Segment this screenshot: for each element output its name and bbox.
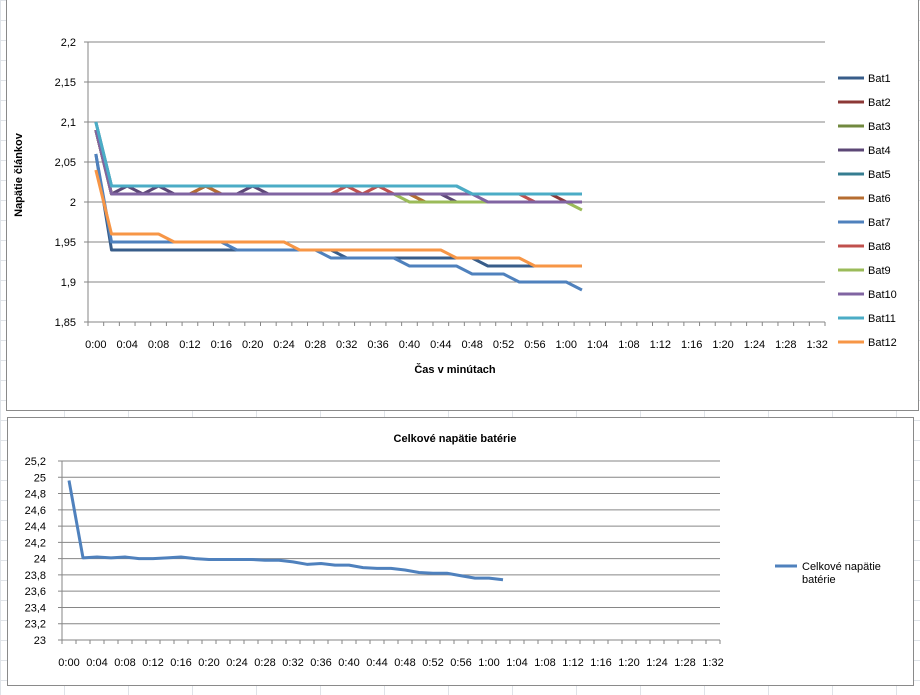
legend-label: Bat1 bbox=[868, 73, 891, 85]
chart2-x-tick-label: 1:20 bbox=[618, 657, 639, 669]
chart2-y-tick-label: 24,2 bbox=[25, 537, 46, 549]
chart2-x-tick-label: 1:12 bbox=[562, 657, 583, 669]
chart2-x-tick-label: 0:16 bbox=[170, 657, 191, 669]
chart1-y-tick-label: 2 bbox=[70, 197, 76, 209]
chart1-x-tick-label: 1:08 bbox=[618, 339, 639, 351]
chart1-x-tick-label: 1:00 bbox=[556, 339, 577, 351]
chart2-y-tick-label: 23,6 bbox=[25, 586, 46, 598]
chart1-x-tick-label: 0:56 bbox=[524, 339, 545, 351]
chart1-y-tick-label: 2,2 bbox=[61, 37, 76, 49]
chart2-x-tick-label: 0:40 bbox=[338, 657, 359, 669]
chart1-x-tick-label: 0:36 bbox=[367, 339, 388, 351]
legend-label: Celkové napätie bbox=[802, 561, 881, 573]
chart1-series-line-bat12 bbox=[94, 169, 582, 268]
chart1-y-tick-label: 2,15 bbox=[55, 77, 76, 89]
chart1-x-tick-label: 1:24 bbox=[744, 339, 765, 351]
legend-label: Bat7 bbox=[868, 217, 891, 229]
chart2-x-tick-label: 1:28 bbox=[674, 657, 695, 669]
chart2-x-tick-label: 1:08 bbox=[534, 657, 555, 669]
chart2-x-tick-label: 0:36 bbox=[310, 657, 331, 669]
legend-label: Bat5 bbox=[868, 169, 891, 181]
chart2-x-tick-label: 0:24 bbox=[226, 657, 247, 669]
chart1-x-tick-label: 0:48 bbox=[461, 339, 482, 351]
chart2-x-tick-label: 0:04 bbox=[86, 657, 107, 669]
chart1-series-line-bat5 bbox=[94, 121, 582, 196]
chart1-x-tick-label: 1:12 bbox=[650, 339, 671, 351]
chart1-series-line-bat11 bbox=[94, 121, 582, 196]
chart2-x-tick-label: 0:32 bbox=[282, 657, 303, 669]
chart2-y-tick-label: 24,8 bbox=[25, 489, 46, 501]
chart2-x-tick-label: 0:52 bbox=[422, 657, 443, 669]
chart2-x-tick-label: 1:24 bbox=[646, 657, 667, 669]
chart2-x-tick-label: 1:32 bbox=[702, 657, 723, 669]
chart1-series-line-bat1 bbox=[94, 153, 582, 268]
chart1-x-tick-label: 0:12 bbox=[179, 339, 200, 351]
chart2-x-tick-label: 0:44 bbox=[366, 657, 387, 669]
legend-label: Bat9 bbox=[868, 265, 891, 277]
legend-label: Bat10 bbox=[868, 289, 897, 301]
chart2-x-tick-label: 0:28 bbox=[254, 657, 275, 669]
chart1-x-tick-label: 1:04 bbox=[587, 339, 608, 351]
chart1-x-tick-label: 1:20 bbox=[712, 339, 733, 351]
y-axis-title: Napätie článkov bbox=[13, 132, 25, 217]
chart-title: Celkové napätie batérie bbox=[394, 433, 517, 445]
chart2-y-tick-label: 24 bbox=[34, 554, 46, 566]
chart2-y-tick-label: 23,4 bbox=[25, 602, 46, 614]
chart2-y-tick-label: 23 bbox=[34, 635, 46, 647]
legend-label: Bat6 bbox=[868, 193, 891, 205]
chart2-series-line-celkové-napätie-batérie bbox=[67, 480, 504, 582]
chart1-y-tick-label: 2,1 bbox=[61, 117, 76, 129]
legend-label: Bat12 bbox=[868, 337, 897, 349]
chart2-y-tick-label: 25,2 bbox=[25, 456, 46, 468]
chart2-y-tick-label: 24,4 bbox=[25, 521, 46, 533]
chart1-x-tick-label: 0:52 bbox=[493, 339, 514, 351]
chart2-x-tick-label: 0:20 bbox=[198, 657, 219, 669]
chart1-x-tick-label: 0:20 bbox=[242, 339, 263, 351]
chart2-x-tick-label: 1:04 bbox=[506, 657, 527, 669]
chart1-x-tick-label: 1:16 bbox=[681, 339, 702, 351]
legend-label: Bat8 bbox=[868, 241, 891, 253]
cell-voltage-chart-frame[interactable] bbox=[6, 0, 919, 411]
chart2-y-tick-label: 25 bbox=[34, 472, 46, 484]
chart2-x-tick-label: 0:08 bbox=[114, 657, 135, 669]
chart1-x-tick-label: 0:44 bbox=[430, 339, 451, 351]
chart1-y-tick-label: 1,85 bbox=[55, 317, 76, 329]
chart1-x-tick-label: 0:04 bbox=[116, 339, 137, 351]
chart1-x-tick-label: 0:24 bbox=[273, 339, 294, 351]
x-axis-title: Čas v minútach bbox=[414, 363, 496, 376]
chart1-y-tick-label: 2,05 bbox=[55, 157, 76, 169]
chart2-x-tick-label: 0:48 bbox=[394, 657, 415, 669]
chart1-series-line-bat7 bbox=[94, 153, 583, 292]
chart1-series-line-bat9 bbox=[94, 129, 583, 212]
chart1-x-tick-label: 0:16 bbox=[211, 339, 232, 351]
legend-label: Bat4 bbox=[868, 145, 891, 157]
chart1-x-tick-label: 0:28 bbox=[305, 339, 326, 351]
chart2-y-tick-label: 23,8 bbox=[25, 570, 46, 582]
chart1-y-tick-label: 1,95 bbox=[55, 237, 76, 249]
total-voltage-chart-frame[interactable] bbox=[7, 417, 914, 686]
chart2-x-tick-label: 1:00 bbox=[478, 657, 499, 669]
legend-label: Bat3 bbox=[868, 121, 891, 133]
chart2-x-tick-label: 1:16 bbox=[590, 657, 611, 669]
chart1-x-tick-label: 0:08 bbox=[148, 339, 169, 351]
chart1-y-tick-label: 1,9 bbox=[61, 277, 76, 289]
chart2-y-tick-label: 23,2 bbox=[25, 619, 46, 631]
legend-label: Bat2 bbox=[868, 97, 891, 109]
chart1-x-tick-label: 1:28 bbox=[775, 339, 796, 351]
legend-label: Bat11 bbox=[868, 313, 896, 325]
chart1-x-tick-label: 0:00 bbox=[85, 339, 106, 351]
chart2-x-tick-label: 0:56 bbox=[450, 657, 471, 669]
chart2-x-tick-label: 0:00 bbox=[58, 657, 79, 669]
chart2-x-tick-label: 0:12 bbox=[142, 657, 163, 669]
chart2-y-tick-label: 24,6 bbox=[25, 505, 46, 517]
chart1-x-tick-label: 0:32 bbox=[336, 339, 357, 351]
chart1-x-tick-label: 1:32 bbox=[806, 339, 827, 351]
legend-label: batérie bbox=[802, 574, 836, 586]
chart1-series-line-bat10 bbox=[94, 129, 582, 204]
chart1-x-tick-label: 0:40 bbox=[399, 339, 420, 351]
